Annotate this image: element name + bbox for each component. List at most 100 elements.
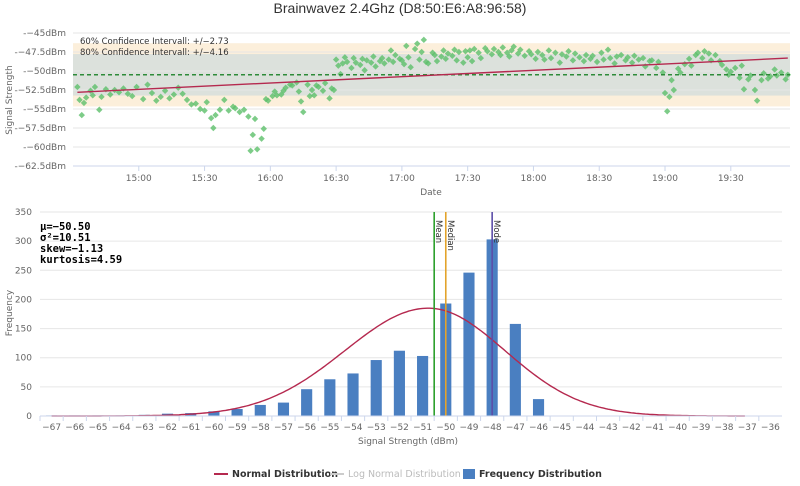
scatter-point <box>418 48 425 56</box>
scatter-point <box>725 71 732 78</box>
scatter-y-tick-label: -−47.5dBm <box>15 48 66 58</box>
histogram-y-tick-label: 100 <box>15 354 32 364</box>
scatter-point <box>425 60 432 67</box>
legend-item-normal[interactable]: Normal Distribution <box>214 469 338 480</box>
scatter-y-tick-label: -−52.5dBm <box>15 86 66 96</box>
scatter-point <box>464 54 471 61</box>
scatter-point <box>510 43 517 50</box>
scatter-point <box>468 57 476 65</box>
scatter-point <box>444 50 452 57</box>
scatter-point <box>348 64 355 72</box>
scatter-point <box>628 59 636 66</box>
scatter-x-tick-label: 19:00 <box>652 174 678 184</box>
scatter-point <box>210 124 217 132</box>
histogram-y-tick-label: 350 <box>15 208 32 218</box>
scatter-point <box>525 48 533 55</box>
scatter-point <box>335 62 342 69</box>
histogram-x-tick-label: −56 <box>297 423 316 433</box>
scatter-point <box>622 57 629 64</box>
histogram-y-tick-label: 50 <box>21 383 33 393</box>
scatter-point <box>306 92 314 100</box>
scatter-point <box>76 96 83 104</box>
scatter-point <box>668 76 675 84</box>
scatter-point <box>264 97 272 104</box>
scatter-point <box>321 79 329 87</box>
scatter-point <box>352 59 360 66</box>
histogram-bar <box>417 355 429 416</box>
scatter-point <box>773 72 781 79</box>
scatter-point <box>718 61 726 69</box>
histogram-x-tick-label: −42 <box>622 423 641 433</box>
scatter-y-tick-label: -−45dBm <box>23 29 66 39</box>
scatter-point <box>541 56 548 63</box>
scatter-point <box>460 59 467 66</box>
histogram-x-tick-label: −54 <box>344 423 363 433</box>
scatter-point <box>482 45 489 52</box>
scatter-x-tick-label: 17:30 <box>455 174 481 184</box>
scatter-point <box>372 63 379 70</box>
scatter-point <box>556 59 563 66</box>
histogram-x-tick-label: −36 <box>761 423 780 433</box>
scatter-point <box>225 107 232 114</box>
scatter-x-tick-label: 15:30 <box>192 174 218 184</box>
scatter-point <box>179 90 186 97</box>
scatter-point <box>545 47 553 54</box>
frequency-legend-swatch <box>463 469 475 479</box>
legend-item-frequency[interactable]: Frequency Distribution <box>463 469 602 480</box>
histogram-bar <box>393 350 405 416</box>
histogram-bar <box>509 323 521 416</box>
scatter-point <box>192 100 199 107</box>
legend-frequency-label: Frequency Distribution <box>479 469 602 480</box>
legend-item-lognormal[interactable]: Log Normal Distribution <box>330 469 461 480</box>
scatter-point <box>82 94 90 101</box>
scatter-point <box>282 84 289 91</box>
confidence-80-label: 80% Confidence Intervall: +/−4.16 <box>80 48 229 58</box>
histogram-bar <box>277 402 290 416</box>
scatter-point <box>571 50 579 57</box>
scatter-point <box>648 57 656 64</box>
stat-skew: skew=−1.13 <box>40 243 103 255</box>
scatter-point <box>236 108 243 116</box>
scatter-point <box>359 55 366 63</box>
scatter-axes: -−45dBm -−47.5dBm -−50dBm -−52.5dBm -−55dBm -… <box>15 29 790 184</box>
scatter-point <box>129 92 136 100</box>
scatter-point <box>449 52 456 59</box>
scatter-point <box>381 60 388 67</box>
histogram-bar <box>231 409 243 416</box>
histogram-x-tick-label: −59 <box>228 423 247 433</box>
histogram-y-tick-label: 200 <box>15 295 32 305</box>
histogram-y-axis-title: Frequency <box>5 289 15 336</box>
scatter-point <box>655 58 662 66</box>
scatter-point <box>370 53 377 60</box>
scatter-point <box>308 86 316 94</box>
scatter-point <box>760 70 767 77</box>
scatter-point <box>475 49 482 56</box>
scatter-point <box>712 51 719 59</box>
scatter-x-tick-label: 15:00 <box>126 174 152 184</box>
scatter-point <box>631 52 638 59</box>
scatter-point <box>107 91 114 98</box>
scatter-point <box>240 106 248 113</box>
scatter-point <box>532 55 539 63</box>
scatter-point <box>738 62 745 69</box>
legend-lognormal-label: Log Normal Distribution <box>348 469 461 480</box>
scatter-point <box>723 66 730 73</box>
scatter-x-tick-label: 19:30 <box>718 174 744 184</box>
scatter-point <box>451 46 458 53</box>
scatter-point <box>91 83 99 91</box>
legend[interactable]: Normal Distribution Log Normal Distribut… <box>214 469 602 480</box>
scatter-point <box>273 92 281 99</box>
scatter-point <box>580 57 588 65</box>
histogram-x-tick-label: −64 <box>112 423 131 433</box>
scatter-point <box>563 53 570 60</box>
scatter-point <box>403 42 410 50</box>
scatter-point <box>701 48 708 55</box>
histogram-y-tick-label: 150 <box>15 325 32 335</box>
histogram-x-tick-label: −38 <box>715 423 734 433</box>
scatter-point <box>232 105 239 112</box>
scatter-point <box>661 89 669 97</box>
histogram-x-tick-label: −51 <box>413 423 432 433</box>
histogram-x-tick-label: −66 <box>65 423 84 433</box>
scatter-point <box>161 87 169 94</box>
